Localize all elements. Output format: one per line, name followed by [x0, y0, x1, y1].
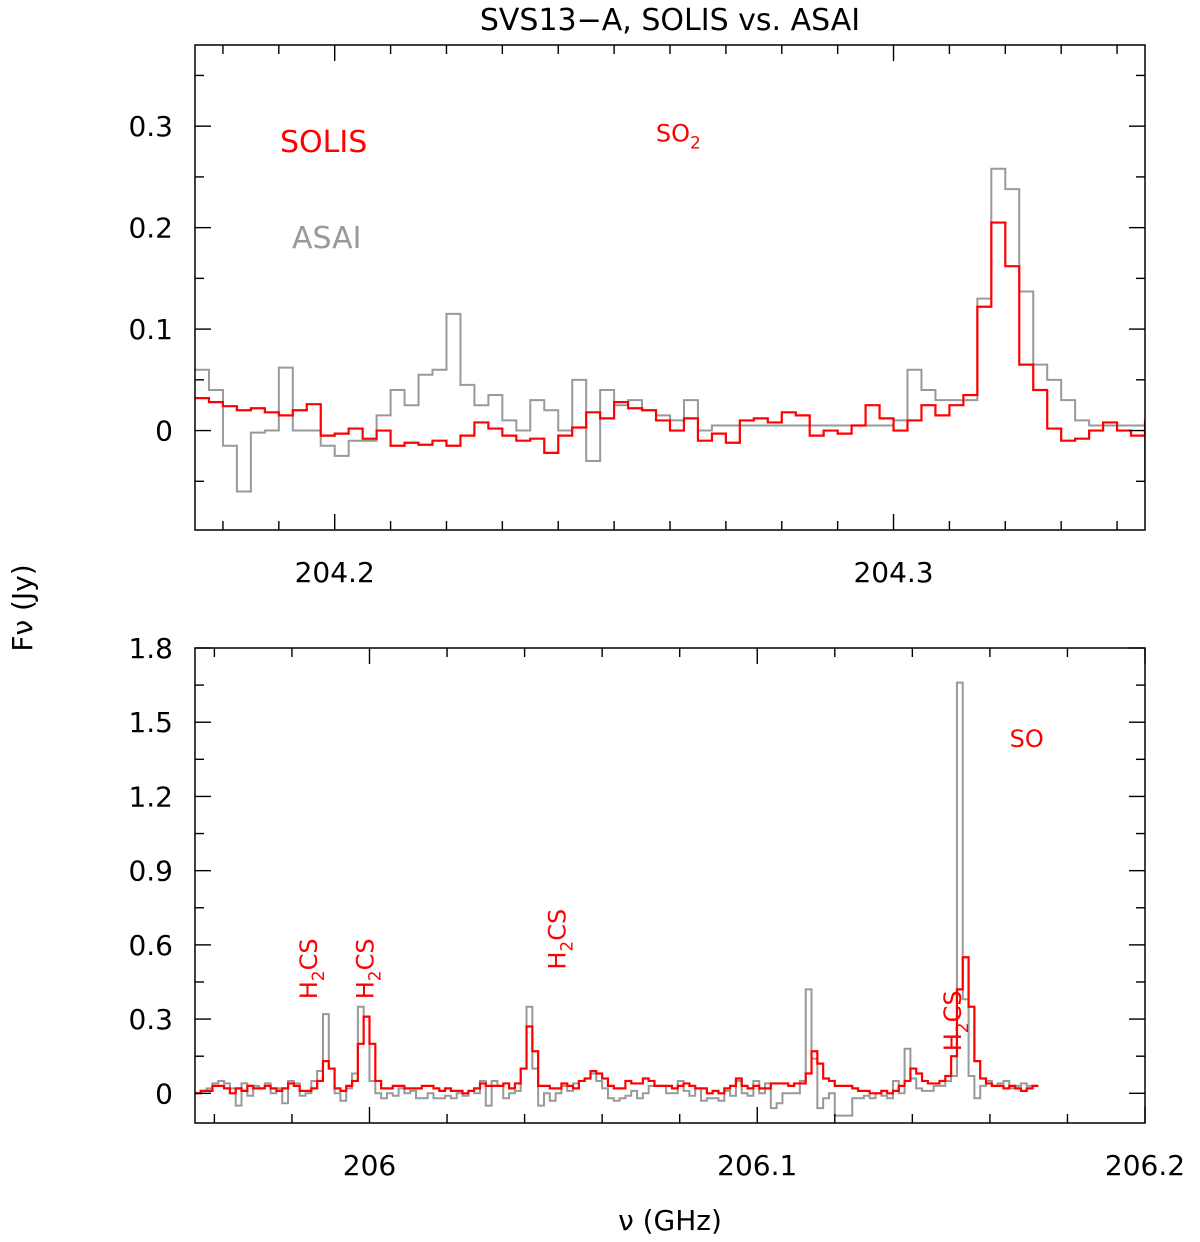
- y-tick-label: 0.9: [128, 855, 173, 888]
- legend-asai: ASAI: [292, 221, 362, 256]
- x-tick-label: 206.1: [717, 1149, 797, 1182]
- y-tick-label: 0.3: [128, 110, 173, 143]
- x-tick-label: 204.3: [853, 556, 933, 589]
- x-tick-label: 204.2: [295, 556, 375, 589]
- plot-frame: [194, 44, 1146, 531]
- y-tick-label: 0.1: [128, 313, 173, 346]
- y-tick-label: 1.5: [128, 706, 173, 739]
- legend-solis: SOLIS: [280, 125, 367, 160]
- line-annotation: H2CS: [543, 909, 577, 970]
- plot-frame: [194, 647, 1146, 1124]
- series-solis-line: [195, 221, 1145, 454]
- y-axis-label: Fν (Jy): [6, 564, 39, 651]
- line-annotation: H2CS: [295, 938, 329, 999]
- bottom-panel: 0 0.3 0.6 0.9 1.2 1.5 1.8 206 206.1 206.2 H2CS H2CS…: [128, 632, 1185, 1182]
- top-panel: 0 0.1 0.2 0.3 204.2 204.3 SOLIS ASAI SO2: [128, 44, 1146, 589]
- line-annotation: SO2: [656, 119, 701, 153]
- y-tick-label: 0.3: [128, 1003, 173, 1036]
- series-solis-line: [195, 956, 1039, 1095]
- y-tick-label: 0.2: [128, 212, 173, 245]
- line-annotation: H2CS: [939, 990, 973, 1051]
- line-annotation: SO: [1010, 725, 1044, 753]
- y-tick-label: 1.2: [128, 780, 173, 813]
- y-tick-label: 0: [155, 415, 173, 448]
- y-tick-label: 0: [155, 1077, 173, 1110]
- series-asai-line: [195, 167, 1145, 493]
- y-tick-label: 1.8: [128, 632, 173, 665]
- x-axis-label: ν (GHz): [618, 1204, 722, 1237]
- x-tick-label: 206.2: [1105, 1149, 1185, 1182]
- line-annotation: H2CS: [351, 938, 385, 999]
- y-tick-label: 0.6: [128, 929, 173, 962]
- x-tick-label: 206: [343, 1149, 396, 1182]
- figure-title: SVS13−A, SOLIS vs. ASAI: [480, 3, 860, 38]
- series-asai-line: [195, 681, 1039, 1117]
